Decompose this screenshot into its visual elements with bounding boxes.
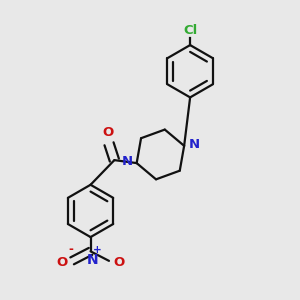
Text: Cl: Cl [183,24,197,37]
Text: -: - [69,243,74,256]
Text: +: + [93,245,101,255]
Text: O: O [102,126,113,139]
Text: N: N [122,155,133,168]
Text: O: O [114,256,125,269]
Text: O: O [56,256,68,269]
Text: N: N [188,138,200,151]
Text: N: N [86,253,98,267]
